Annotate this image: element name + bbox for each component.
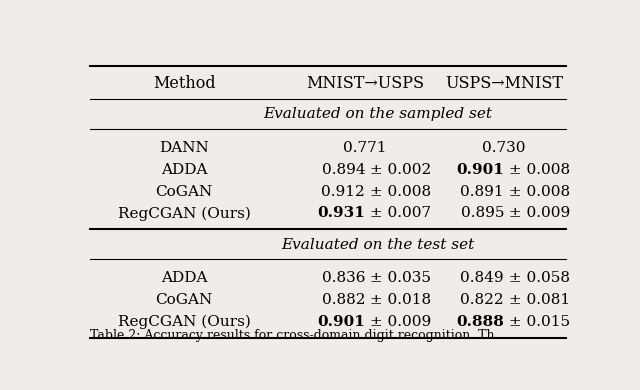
Text: Evaluated on the test set: Evaluated on the test set <box>281 238 474 252</box>
Text: MNIST→USPS: MNIST→USPS <box>306 75 424 92</box>
Text: 0.891: 0.891 <box>460 184 504 199</box>
Text: 0.931: 0.931 <box>317 206 365 220</box>
Text: ADDA: ADDA <box>161 163 207 177</box>
Text: ± 0.008: ± 0.008 <box>504 163 570 177</box>
Text: ± 0.081: ± 0.081 <box>504 293 570 307</box>
Text: ± 0.015: ± 0.015 <box>504 315 570 329</box>
Text: ± 0.009: ± 0.009 <box>365 315 431 329</box>
Text: ± 0.002: ± 0.002 <box>365 163 431 177</box>
Text: RegCGAN (Ours): RegCGAN (Ours) <box>118 206 251 221</box>
Text: 0.901: 0.901 <box>317 315 365 329</box>
Text: Method: Method <box>153 75 216 92</box>
Text: 0.895: 0.895 <box>461 206 504 220</box>
Text: ± 0.008: ± 0.008 <box>504 184 570 199</box>
Text: ± 0.009: ± 0.009 <box>504 206 570 220</box>
Text: 0.901: 0.901 <box>456 163 504 177</box>
Text: 0.849: 0.849 <box>460 271 504 285</box>
Text: RegCGAN (Ours): RegCGAN (Ours) <box>118 315 251 329</box>
Text: ± 0.058: ± 0.058 <box>504 271 570 285</box>
Text: 0.822: 0.822 <box>460 293 504 307</box>
Text: 0.888: 0.888 <box>456 315 504 329</box>
Text: 0.836: 0.836 <box>322 271 365 285</box>
Text: 0.730: 0.730 <box>483 141 526 155</box>
Text: CoGAN: CoGAN <box>156 184 212 199</box>
Text: ± 0.035: ± 0.035 <box>365 271 431 285</box>
Text: 0.912: 0.912 <box>321 184 365 199</box>
Text: Evaluated on the sampled set: Evaluated on the sampled set <box>263 107 492 121</box>
Text: Table 2: Accuracy results for cross-domain digit recognition. Th: Table 2: Accuracy results for cross-doma… <box>90 329 495 342</box>
Text: ADDA: ADDA <box>161 271 207 285</box>
Text: USPS→MNIST: USPS→MNIST <box>445 75 563 92</box>
Text: ± 0.018: ± 0.018 <box>365 293 431 307</box>
Text: CoGAN: CoGAN <box>156 293 212 307</box>
Text: 0.894: 0.894 <box>321 163 365 177</box>
Text: DANN: DANN <box>159 141 209 155</box>
Text: ± 0.008: ± 0.008 <box>365 184 431 199</box>
Text: 0.771: 0.771 <box>344 141 387 155</box>
Text: 0.882: 0.882 <box>322 293 365 307</box>
Text: ± 0.007: ± 0.007 <box>365 206 431 220</box>
